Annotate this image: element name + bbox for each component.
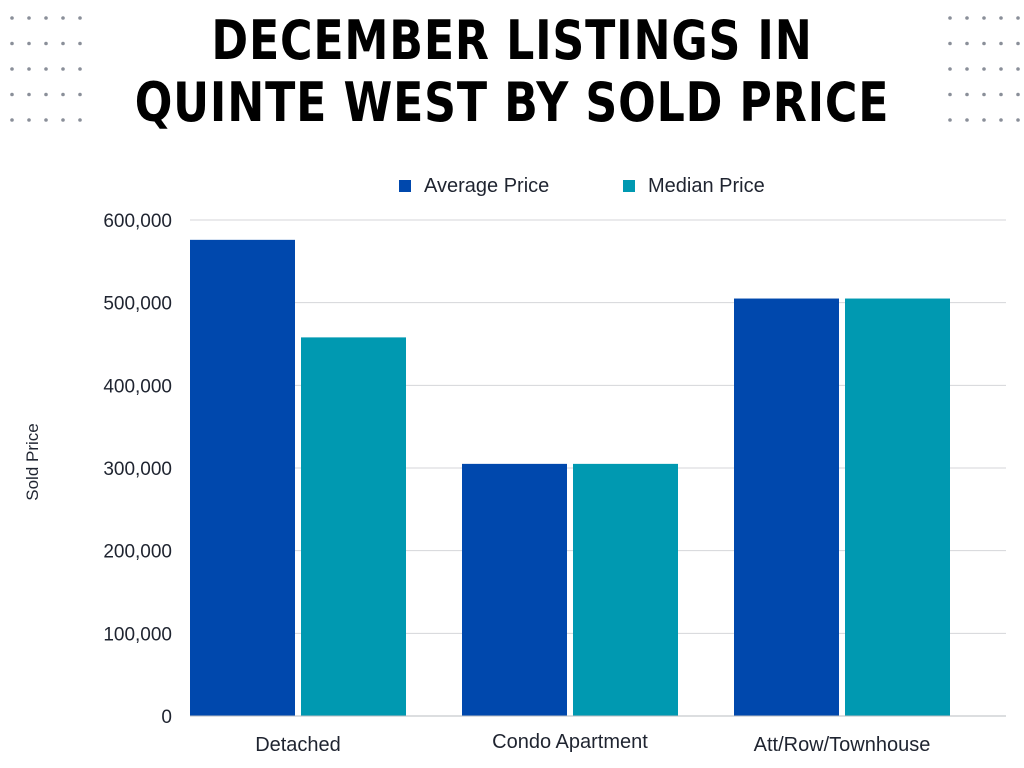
- legend-label: Median Price: [648, 175, 765, 197]
- decorative-dot: [965, 118, 969, 122]
- decorative-dot: [948, 16, 952, 20]
- decorative-dot: [1016, 67, 1020, 71]
- decorative-dot-grid-right: [948, 16, 1020, 122]
- decorative-dot: [948, 92, 952, 97]
- decorative-dot: [948, 41, 952, 46]
- decorative-dot: [982, 16, 986, 20]
- decorative-dot: [982, 41, 986, 46]
- title-line-2: QUINTE WEST BY SOLD PRICE: [134, 71, 890, 134]
- decorative-dot: [999, 118, 1003, 122]
- title-line-1: DECEMBER LISTINGS IN: [211, 9, 813, 72]
- decorative-dot: [999, 67, 1003, 71]
- decorative-dot: [1016, 118, 1020, 122]
- x-tick-label: Condo Apartment: [492, 731, 648, 753]
- decorative-dot: [999, 41, 1003, 46]
- decorative-dot: [965, 41, 969, 46]
- decorative-dot: [965, 92, 969, 97]
- decorative-dot: [27, 118, 31, 122]
- decorative-dot: [78, 41, 82, 46]
- decorative-dot: [999, 16, 1003, 20]
- decorative-dot: [948, 67, 952, 71]
- decorative-dot: [61, 92, 65, 97]
- y-tick-label: 0: [161, 707, 172, 728]
- decorative-dot: [999, 92, 1003, 97]
- decorative-dot: [10, 67, 14, 71]
- decorative-dot: [44, 118, 48, 122]
- y-tick-label: 200,000: [103, 542, 172, 563]
- y-axis-label: Sold Price: [23, 423, 42, 500]
- decorative-dot: [10, 118, 14, 122]
- decorative-dot: [78, 67, 82, 71]
- legend-swatch: [623, 180, 635, 192]
- bar-average-price: [462, 463, 567, 716]
- bar-average-price: [734, 298, 839, 716]
- bar-median-price: [301, 337, 406, 716]
- decorative-dot: [27, 67, 31, 71]
- x-tick-label: Att/Row/Townhouse: [754, 734, 931, 756]
- decorative-dot: [10, 92, 14, 97]
- decorative-dot-grid-left: [10, 16, 82, 122]
- y-tick-label: 600,000: [103, 211, 172, 232]
- decorative-dot: [44, 67, 48, 71]
- decorative-dot: [27, 41, 31, 46]
- decorative-dot: [44, 41, 48, 46]
- decorative-dot: [27, 92, 31, 97]
- decorative-dot: [10, 16, 14, 20]
- decorative-dot: [27, 16, 31, 20]
- bar-average-price: [190, 239, 295, 716]
- bar-median-price: [573, 463, 678, 716]
- decorative-dot: [61, 16, 65, 20]
- y-tick-label: 100,000: [103, 624, 172, 645]
- decorative-dot: [982, 92, 986, 97]
- decorative-dot: [61, 118, 65, 122]
- bar-median-price: [845, 298, 950, 716]
- decorative-dot: [78, 118, 82, 122]
- decorative-dot: [1016, 16, 1020, 20]
- decorative-dot: [982, 67, 986, 71]
- y-tick-label: 300,000: [103, 459, 172, 480]
- legend-label: Average Price: [424, 175, 549, 197]
- decorative-dot: [948, 118, 952, 122]
- decorative-dot: [982, 118, 986, 122]
- chart-title: DECEMBER LISTINGS IN QUINTE WEST BY SOLD…: [92, 10, 932, 134]
- decorative-dot: [44, 16, 48, 20]
- decorative-dot: [44, 92, 48, 97]
- legend-swatch: [399, 180, 411, 192]
- decorative-dot: [1016, 41, 1020, 46]
- decorative-dot: [78, 16, 82, 20]
- decorative-dot: [61, 41, 65, 46]
- decorative-dot: [10, 41, 14, 46]
- decorative-dot: [1016, 92, 1020, 97]
- y-tick-label: 500,000: [103, 294, 172, 315]
- decorative-dot: [78, 92, 82, 97]
- y-tick-label: 400,000: [103, 376, 172, 397]
- decorative-dot: [61, 67, 65, 71]
- x-tick-label: Detached: [255, 734, 341, 756]
- decorative-dot: [965, 67, 969, 71]
- decorative-dot: [965, 16, 969, 20]
